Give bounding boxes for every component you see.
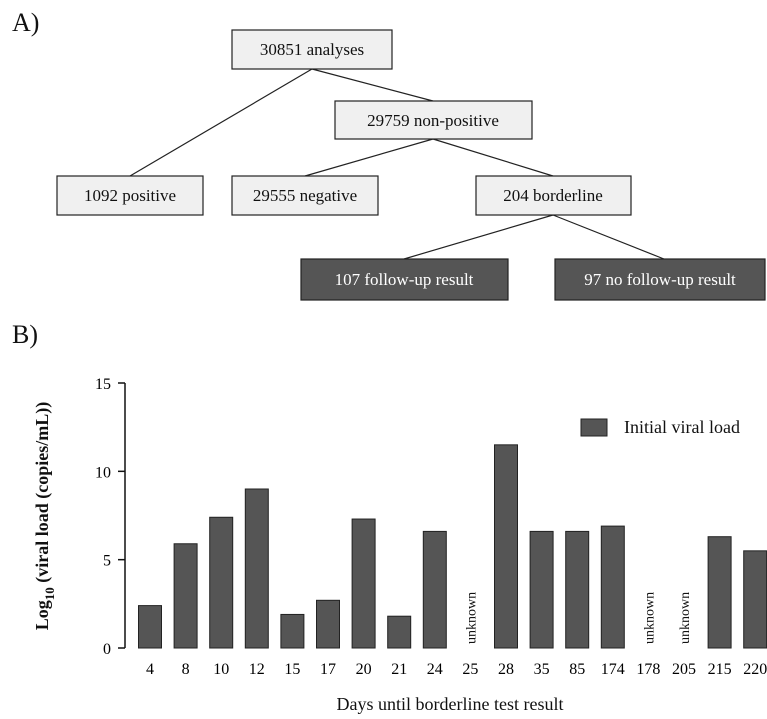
x-tick-label: 85 [569, 661, 585, 678]
unknown-label-day-178: unknown [642, 592, 657, 644]
bar-day-28 [494, 444, 518, 649]
node-borderline-text: 204 borderline [503, 186, 603, 205]
x-tick-label: 174 [601, 661, 625, 678]
node-follow-up: 107 follow-up result [300, 258, 509, 301]
flow-diagram: 30851 analyses 29759 non-positive 1092 p… [56, 29, 766, 301]
y-tick-label: 10 [95, 464, 111, 481]
bar-day-17 [316, 599, 340, 649]
edge-borderline-followup [403, 214, 554, 260]
node-negative-text: 29555 negative [253, 186, 357, 205]
bar-day-35 [529, 530, 554, 649]
bar-day-85 [565, 530, 590, 649]
bar-day-8 [173, 543, 198, 649]
bar-chart: 0 5 10 15 unknown unknown unknown 4 8 10 12 15 17 2… [32, 376, 767, 714]
x-tick-label: 4 [146, 661, 154, 678]
edge-analyses-positive [129, 68, 313, 177]
node-analyses-text: 30851 analyses [260, 40, 364, 59]
node-analyses: 30851 analyses [231, 29, 393, 70]
x-tick-label: 20 [356, 661, 372, 678]
edge-analyses-nonpositive [311, 68, 434, 102]
edge-borderline-nofollowup [552, 214, 665, 260]
y-tick-label: 5 [103, 553, 111, 570]
bar-day-15 [280, 613, 305, 649]
bar-day-220 [743, 550, 767, 649]
x-tick-label: 178 [636, 661, 660, 678]
bar-day-174 [600, 525, 625, 649]
node-positive-text: 1092 positive [84, 186, 176, 205]
y-tick-label: 0 [103, 641, 111, 658]
bar-day-24 [422, 530, 447, 649]
unknown-label-day-205: unknown [678, 592, 693, 644]
x-axis-label: Days until borderline test result [337, 694, 564, 714]
bar-day-12 [244, 488, 269, 649]
node-negative: 29555 negative [231, 175, 379, 216]
x-tick-label: 35 [534, 661, 550, 678]
legend: Initial viral load [580, 417, 740, 437]
node-positive: 1092 positive [56, 175, 204, 216]
panel-b-label: B) [12, 320, 38, 349]
y-axis-label: Log10 (viral load (copies/mL)) [32, 402, 57, 631]
x-tick-label: 10 [213, 661, 229, 678]
x-tick-label: 24 [427, 661, 443, 678]
x-tick-label: 15 [284, 661, 300, 678]
y-ticks: 0 5 10 15 [95, 376, 125, 658]
x-tick-label: 220 [743, 661, 767, 678]
edge-nonpositive-borderline [432, 138, 554, 177]
x-tick-label: 8 [182, 661, 190, 678]
legend-label: Initial viral load [624, 417, 740, 437]
bar-day-4 [138, 605, 162, 649]
node-no-follow-up-text: 97 no follow-up result [584, 270, 736, 289]
legend-swatch [580, 418, 608, 437]
x-tick-label: 21 [391, 661, 407, 678]
x-tick-label: 205 [672, 661, 696, 678]
bar-day-10 [209, 516, 234, 649]
x-tick-label: 215 [708, 661, 732, 678]
node-no-follow-up: 97 no follow-up result [554, 258, 766, 301]
bar-day-215 [707, 536, 732, 649]
node-follow-up-text: 107 follow-up result [335, 270, 474, 289]
bar-day-21 [387, 615, 412, 649]
x-tick-label: 28 [498, 661, 514, 678]
y-tick-label: 15 [95, 376, 111, 393]
x-ticks: 4 8 10 12 15 17 20 21 24 25 28 35 85 174 178 205 215 220 [146, 661, 767, 678]
node-non-positive: 29759 non-positive [334, 100, 533, 140]
node-non-positive-text: 29759 non-positive [367, 111, 499, 130]
x-tick-label: 25 [462, 661, 478, 678]
bars: unknown unknown unknown [138, 444, 767, 649]
unknown-label-day-25: unknown [464, 592, 479, 644]
x-tick-label: 12 [249, 661, 265, 678]
x-tick-label: 17 [320, 661, 336, 678]
panel-a-label: A) [12, 8, 40, 37]
node-borderline: 204 borderline [475, 175, 632, 216]
edge-nonpositive-negative [304, 138, 434, 177]
bar-day-20 [351, 518, 376, 649]
